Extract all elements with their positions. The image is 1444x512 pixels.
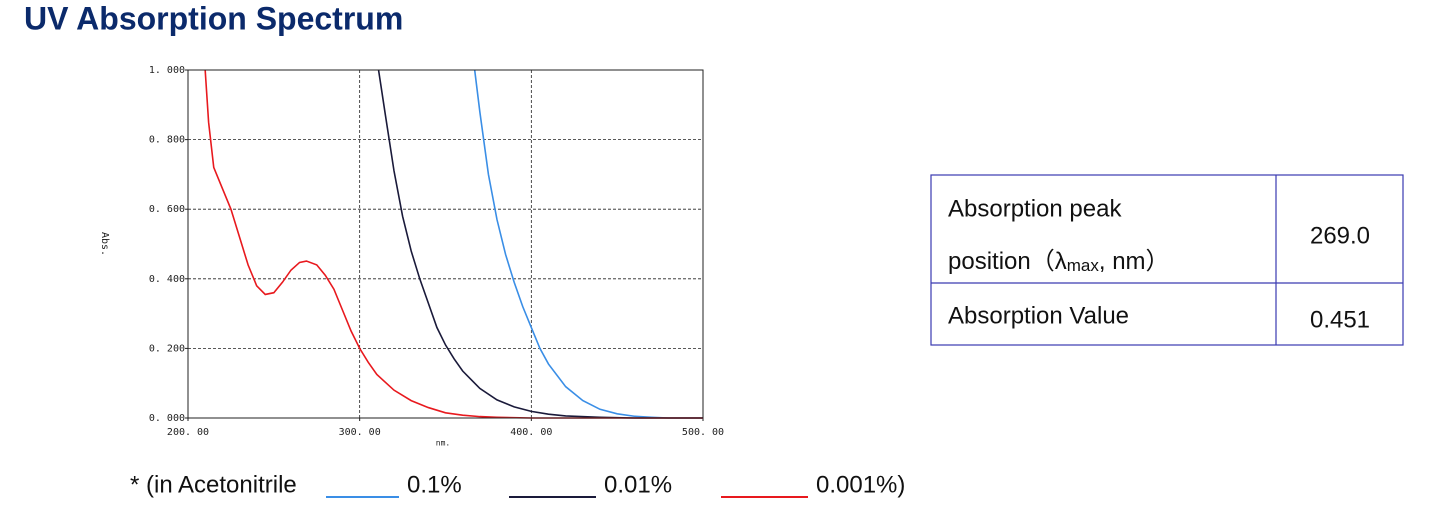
table-cell: 0.451 xyxy=(1310,306,1370,333)
table-border xyxy=(930,174,1404,346)
plot: 0. 000 0. 200 0. 400 0. 600 0. 800 1. 000 200.… xyxy=(149,65,724,438)
table-cell: position（λmax, nm） xyxy=(948,248,1170,275)
series-line xyxy=(204,69,703,419)
x-tick-label: 500. 00 xyxy=(682,427,724,438)
y-tick-label: 1. 000 xyxy=(149,65,185,76)
legend-label: 0.001%) xyxy=(816,471,905,498)
y-tick-label: 0. 200 xyxy=(149,343,185,354)
plot-frame xyxy=(187,69,704,419)
legend: 0.1% 0.01% 0.001%) xyxy=(326,471,905,498)
table-cell: Absorption peak xyxy=(948,195,1122,222)
x-tick-label: 300. 00 xyxy=(339,427,381,438)
cell-text: position（λ xyxy=(948,248,1067,275)
legend-prefix: * (in Acetonitrile xyxy=(130,471,297,498)
x-axis-label: nm. xyxy=(436,439,450,448)
y-tick-label: 0. 400 xyxy=(149,274,185,285)
table-cell: Absorption Value xyxy=(948,302,1129,329)
y-tick-label: 0. 800 xyxy=(149,135,185,146)
series-line xyxy=(473,69,703,419)
x-tick-label: 200. 00 xyxy=(167,427,209,438)
y-tick-label: 0. 600 xyxy=(149,204,185,215)
series-line xyxy=(377,69,703,419)
legend-label: 0.1% xyxy=(407,471,462,498)
y-axis-label: Abs. xyxy=(99,232,110,256)
cell-subscript: max xyxy=(1067,256,1100,275)
y-tick-label: 0. 000 xyxy=(149,413,185,424)
x-tick-label: 400. 00 xyxy=(510,427,552,438)
page-title: UV Absorption Spectrum xyxy=(24,0,403,36)
legend-label: 0.01% xyxy=(604,471,672,498)
table-cell: 269.0 xyxy=(1310,222,1370,249)
cell-text: , nm） xyxy=(1099,248,1170,275)
table xyxy=(930,174,1404,346)
